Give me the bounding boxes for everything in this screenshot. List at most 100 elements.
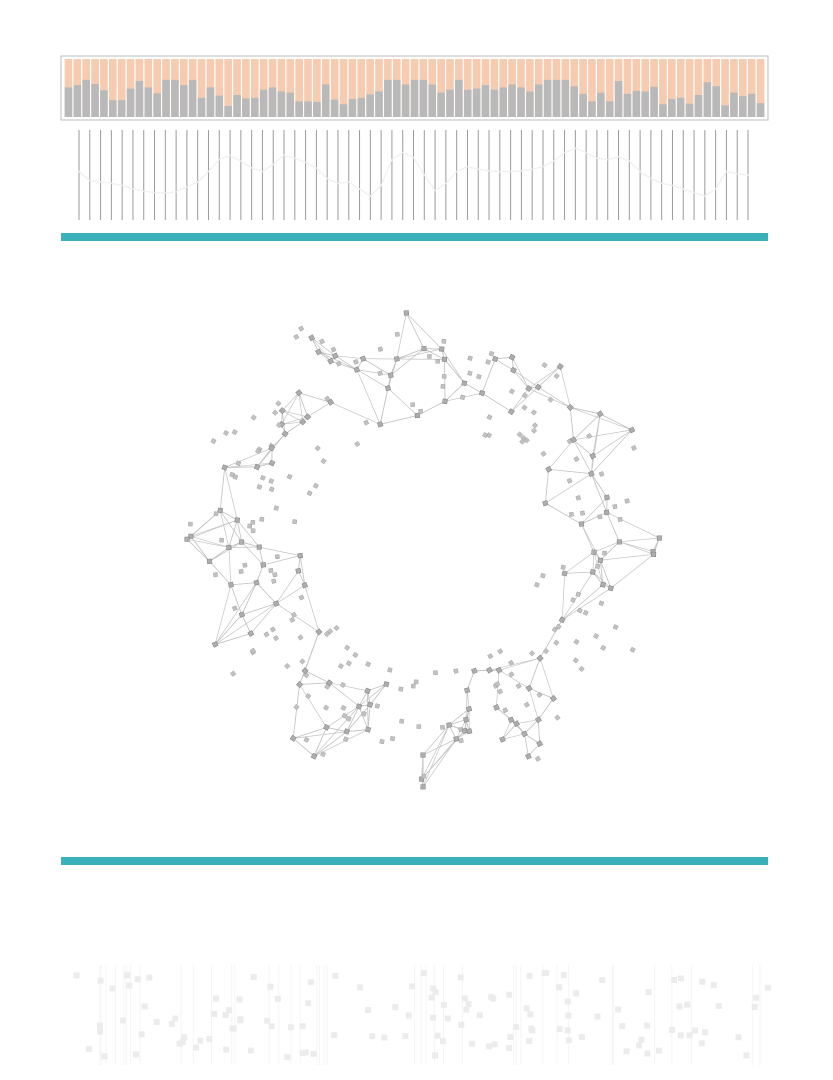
trend-point (196, 181, 199, 183)
network-node (323, 723, 330, 731)
network-node (263, 631, 270, 638)
network-edge (465, 690, 468, 720)
network-edge (276, 603, 320, 633)
network-node (536, 654, 544, 662)
network-node (234, 517, 241, 523)
network-node (553, 372, 560, 380)
network-edge (313, 727, 327, 757)
network-node (398, 686, 404, 692)
network-edge (311, 337, 331, 362)
faint-point (638, 1036, 645, 1043)
bar (295, 101, 303, 117)
edge-group (186, 312, 660, 788)
faint-point (461, 995, 468, 1002)
bar (668, 99, 676, 117)
faint-point (267, 983, 274, 990)
network-node (269, 626, 276, 633)
network-node (528, 650, 536, 657)
trend-point (347, 181, 350, 183)
bar-background (730, 59, 738, 117)
network-edge (346, 704, 371, 732)
bar (676, 97, 685, 117)
network-edge (444, 382, 465, 402)
trend-point (121, 184, 124, 187)
network-edge (214, 633, 252, 645)
faint-point (710, 982, 717, 989)
trend-point (747, 174, 749, 176)
network-node (301, 667, 309, 675)
network-edge (406, 312, 442, 350)
bar (756, 103, 765, 117)
network-edge (396, 348, 442, 360)
network-edge (466, 670, 475, 691)
network-edge (263, 555, 301, 566)
network-edge (564, 571, 593, 574)
network-edge (538, 698, 554, 720)
faint-point (405, 1012, 412, 1019)
network-node (413, 679, 419, 685)
network-edge (228, 519, 238, 548)
network-node (542, 647, 550, 655)
network-edge (241, 614, 252, 634)
network-node (211, 641, 219, 648)
trend-point (380, 184, 383, 187)
faint-point (430, 985, 437, 992)
bar-background (676, 59, 685, 117)
network-node (384, 385, 391, 392)
network-node (578, 665, 585, 672)
network-edge (489, 657, 541, 671)
network-node (521, 392, 528, 399)
network-edge (464, 382, 483, 394)
faint-point (560, 971, 567, 978)
network-edge (281, 421, 303, 425)
faint-point (556, 1026, 563, 1033)
network-edge (318, 351, 357, 370)
network-edge (356, 369, 381, 425)
network-node (458, 738, 464, 744)
bar (685, 103, 694, 117)
network-node (566, 403, 574, 412)
network-node (442, 398, 448, 405)
faint-point (543, 970, 550, 976)
network-node (278, 407, 286, 415)
network-node (629, 646, 636, 653)
network-edge (498, 657, 541, 671)
faint-point (491, 1041, 498, 1048)
network-node (296, 680, 304, 689)
faint-point (223, 1046, 230, 1053)
network-edge (524, 719, 539, 735)
network-node (561, 570, 568, 577)
network-node (268, 478, 275, 484)
network-node (420, 784, 426, 790)
network-node (463, 716, 470, 723)
bar-background (357, 59, 366, 117)
faint-point (463, 1006, 470, 1013)
faint-point (134, 976, 141, 983)
network-node (628, 426, 636, 434)
faint-point (138, 1031, 145, 1038)
trend-point (88, 179, 91, 182)
faint-point (528, 1025, 535, 1032)
network-edge (276, 585, 305, 604)
trend-point (693, 191, 695, 194)
network-edge (299, 684, 327, 728)
network-edge (448, 708, 470, 726)
faint-point (250, 974, 257, 980)
bar-background (747, 59, 756, 117)
network-node (579, 510, 586, 516)
network-edge (513, 370, 539, 388)
bar-background (153, 59, 161, 117)
network-node (569, 436, 577, 444)
network-edge (209, 541, 242, 562)
network-edge (276, 570, 299, 604)
bar (721, 105, 729, 117)
bar (357, 97, 366, 117)
network-edge (573, 413, 601, 441)
network-node (325, 679, 333, 687)
faint-point (247, 1047, 254, 1054)
network-edge (298, 392, 331, 403)
network-node (226, 544, 232, 551)
faint-point (236, 996, 243, 1003)
network-node (333, 624, 340, 632)
network-node (471, 667, 478, 675)
